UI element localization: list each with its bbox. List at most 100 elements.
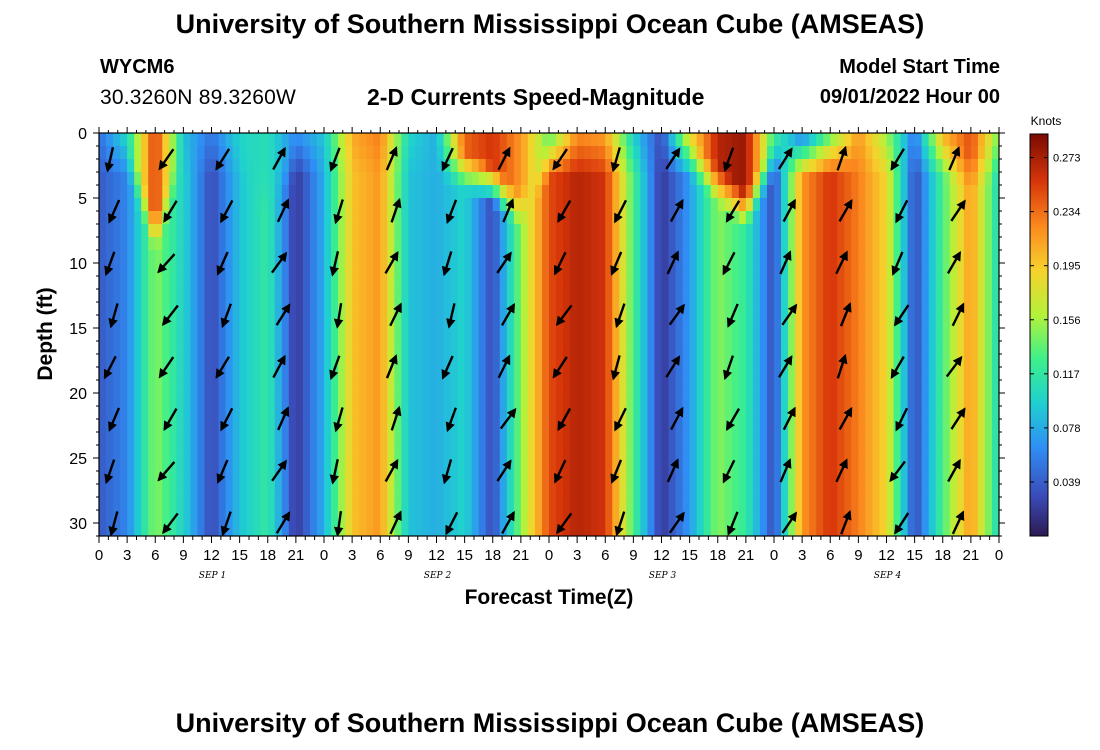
heatmap-cell [759, 302, 768, 316]
heatmap-cell [921, 328, 930, 342]
heatmap-cell [387, 497, 395, 511]
heatmap-cell [795, 237, 803, 251]
heatmap-cell [422, 484, 431, 498]
heatmap-cell [387, 237, 395, 251]
heatmap-cell [696, 354, 705, 368]
heatmap-cell [148, 237, 156, 251]
heatmap-cell [844, 458, 852, 472]
heatmap-cell [464, 471, 473, 485]
heatmap-cell [640, 276, 649, 290]
heatmap-cell [647, 406, 656, 420]
heatmap-cell [717, 328, 726, 342]
heatmap-cell [204, 302, 213, 316]
heatmap-cell [155, 146, 163, 160]
heatmap-cell [169, 367, 177, 381]
heatmap-cell [155, 510, 163, 524]
heatmap-cell [527, 497, 536, 511]
heatmap-cell [598, 497, 606, 511]
heatmap-cell [345, 172, 353, 186]
heatmap-cell [752, 276, 761, 290]
heatmap-cell [689, 367, 698, 381]
heatmap-cell [316, 133, 325, 147]
heatmap-cell [865, 250, 874, 264]
heatmap-cell [633, 341, 642, 355]
heatmap-cell [352, 315, 360, 329]
heatmap-cell [352, 289, 360, 303]
heatmap-cell [478, 458, 487, 472]
heatmap-cell [485, 224, 494, 238]
heatmap-cell [253, 328, 262, 342]
heatmap-cell [752, 445, 761, 459]
heatmap-cell [513, 445, 522, 459]
heatmap-cell [886, 289, 895, 303]
current-arrow [610, 147, 621, 173]
heatmap-cell [345, 237, 353, 251]
heatmap-cell [914, 432, 923, 446]
heatmap-cell [823, 367, 831, 381]
heatmap-cell [605, 276, 613, 290]
heatmap-cell [774, 445, 782, 459]
heatmap-cell [478, 237, 487, 251]
heatmap-cell [633, 224, 642, 238]
heatmap-cell [499, 289, 508, 303]
heatmap-cell [373, 198, 381, 212]
heatmap-cell [380, 393, 388, 407]
heatmap-cell [745, 289, 754, 303]
current-arrow [103, 355, 117, 380]
heatmap-cell [900, 380, 909, 394]
heatmap-cell [752, 432, 761, 446]
heatmap-cell [499, 302, 508, 316]
current-arrow [220, 199, 234, 224]
heatmap-cell [513, 250, 522, 264]
heatmap-cell [443, 198, 452, 212]
heatmap-cell [759, 315, 768, 329]
heatmap-cell [823, 445, 831, 459]
heatmap-cell [703, 315, 712, 329]
heatmap-cell [647, 185, 656, 199]
heatmap-cell [338, 497, 346, 511]
heatmap-cell [478, 289, 487, 303]
heatmap-cell [717, 263, 726, 277]
heatmap-cell [844, 471, 852, 485]
heatmap-cell [731, 172, 740, 186]
heatmap-cell [534, 406, 543, 420]
heatmap-cell [640, 146, 649, 160]
heatmap-cell [499, 328, 508, 342]
heatmap-cell [872, 367, 881, 381]
heatmap-cell [991, 341, 999, 355]
heatmap-cell [309, 133, 318, 147]
heatmap-cell [577, 367, 585, 381]
heatmap-cell [759, 237, 768, 251]
heatmap-cell [176, 133, 184, 147]
heatmap-cell [246, 393, 255, 407]
heatmap-cell [977, 224, 986, 238]
heatmap-cell [795, 341, 803, 355]
heatmap-cell [218, 354, 227, 368]
heatmap-cell [830, 497, 838, 511]
heatmap-cell [844, 263, 852, 277]
heatmap-cell [605, 458, 613, 472]
heatmap-cell [99, 497, 107, 511]
heatmap-cell [513, 263, 522, 277]
heatmap-cell [534, 159, 543, 173]
heatmap-cell [893, 276, 902, 290]
heatmap-cell [907, 484, 916, 498]
heatmap-cell [872, 458, 881, 472]
heatmap-cell [176, 263, 184, 277]
heatmap-cell [316, 523, 325, 536]
heatmap-cell [921, 315, 930, 329]
heatmap-cell [570, 146, 578, 160]
heatmap-cell [99, 510, 107, 524]
heatmap-cell [956, 393, 965, 407]
heatmap-cell [127, 484, 135, 498]
heatmap-cell [563, 133, 571, 147]
heatmap-cell [288, 159, 297, 173]
heatmap-cell [605, 523, 613, 536]
heatmap-cell [141, 471, 149, 485]
heatmap-cell [823, 302, 831, 316]
heatmap-cell [260, 237, 269, 251]
current-arrow [441, 355, 454, 380]
x-tick-label: 12 [653, 547, 670, 564]
heatmap-cell [225, 354, 234, 368]
heatmap-cell [450, 458, 459, 472]
